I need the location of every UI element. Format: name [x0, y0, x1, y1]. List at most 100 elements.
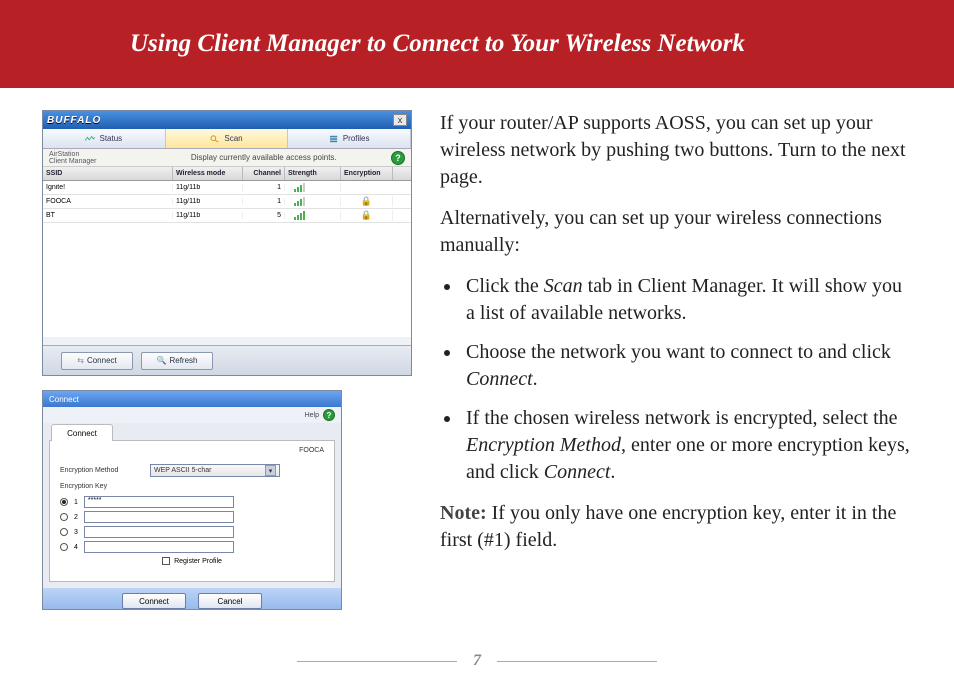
- encryption-key-label-row: Encryption Key: [60, 483, 324, 490]
- scan-term: Scan: [544, 275, 583, 297]
- cell-strength: [285, 183, 341, 192]
- refresh-button[interactable]: 🔍 Refresh: [141, 352, 213, 370]
- instruction-list: Click the Scan tab in Client Manager. It…: [440, 273, 912, 486]
- key-row: 4: [60, 541, 324, 553]
- list-item: Click the Scan tab in Client Manager. It…: [462, 273, 912, 327]
- encryption-method-term: Encryption Method: [466, 434, 621, 456]
- cell-strength: [285, 197, 341, 206]
- tab-connect[interactable]: Connect: [51, 424, 113, 441]
- table-row[interactable]: FOOCA 11g/11b 1 🔒: [43, 195, 411, 209]
- dialog-title: Connect: [49, 395, 335, 404]
- key-input[interactable]: [84, 541, 234, 553]
- connect-term: Connect: [544, 461, 611, 483]
- cell-mode: 11g/11b: [173, 198, 243, 205]
- tab-status[interactable]: Status: [43, 129, 166, 148]
- text: Click the: [466, 275, 544, 297]
- page-number: 7: [0, 652, 954, 670]
- key-number: 3: [74, 529, 78, 536]
- cell-mode: 11g/11b: [173, 212, 243, 219]
- cell-ssid: BT: [43, 212, 173, 219]
- register-profile-row: Register Profile: [60, 557, 324, 565]
- key-input[interactable]: *****: [84, 496, 234, 508]
- ssid-value: FOOCA: [60, 447, 324, 454]
- tab-scan[interactable]: Scan: [166, 129, 289, 148]
- key-list: 1 ***** 2 3 4: [60, 496, 324, 553]
- plug-icon: ⇆: [77, 356, 84, 365]
- product-name: AirStation: [49, 151, 96, 158]
- key-row: 1 *****: [60, 496, 324, 508]
- close-icon[interactable]: x: [393, 114, 407, 126]
- cell-channel: 1: [243, 198, 285, 205]
- register-checkbox[interactable]: [162, 557, 170, 565]
- cancel-button[interactable]: Cancel: [198, 593, 262, 609]
- description-text: Display currently available access point…: [136, 153, 391, 162]
- connect-term: Connect: [466, 368, 533, 390]
- tab-label: Scan: [224, 134, 242, 143]
- button-label: Refresh: [169, 356, 197, 365]
- connect-button[interactable]: ⇆ Connect: [61, 352, 133, 370]
- key-radio[interactable]: [60, 498, 68, 506]
- text: If the chosen wireless network is encryp…: [466, 407, 898, 429]
- cell-ssid: FOOCA: [43, 198, 173, 205]
- header-band: Using Client Manager to Connect to Your …: [0, 0, 954, 88]
- col-channel[interactable]: Channel: [243, 167, 285, 180]
- cell-mode: 11g/11b: [173, 184, 243, 191]
- encryption-method-select[interactable]: WEP ASCII 5-char ▾: [150, 464, 280, 477]
- paragraph: Alternatively, you can set up your wirel…: [440, 205, 912, 259]
- lock-icon: 🔒: [341, 196, 393, 207]
- key-input[interactable]: [84, 526, 234, 538]
- paragraph: If your router/AP supports AOSS, you can…: [440, 110, 912, 191]
- key-radio[interactable]: [60, 543, 68, 551]
- key-number: 2: [74, 514, 78, 521]
- sub-header: AirStation Client Manager Display curren…: [43, 149, 411, 167]
- encryption-key-label: Encryption Key: [60, 483, 150, 490]
- key-radio[interactable]: [60, 528, 68, 536]
- wave-icon: [85, 135, 95, 143]
- screenshots-column: BUFFALO x Status Scan Profiles: [42, 110, 412, 610]
- connect-button[interactable]: Connect: [122, 593, 186, 609]
- key-radio[interactable]: [60, 513, 68, 521]
- search-icon: 🔍: [157, 356, 167, 365]
- text: .: [533, 368, 538, 390]
- tab-bar: Status Scan Profiles: [43, 129, 411, 149]
- key-number: 1: [74, 499, 78, 506]
- select-value: WEP ASCII 5-char: [154, 467, 211, 474]
- table-body: Ignite! 11g/11b 1 FOOCA 11g/11b 1 🔒 BT 1…: [43, 181, 411, 337]
- brand-logo: BUFFALO: [47, 115, 393, 126]
- cell-channel: 1: [243, 184, 285, 191]
- cell-ssid: Ignite!: [43, 184, 173, 191]
- client-manager-screenshot: BUFFALO x Status Scan Profiles: [42, 110, 412, 376]
- key-row: 3: [60, 526, 324, 538]
- encryption-method-row: Encryption Method WEP ASCII 5-char ▾: [60, 464, 324, 477]
- help-bar: Help ?: [43, 407, 341, 423]
- cell-strength: [285, 211, 341, 220]
- key-input[interactable]: [84, 511, 234, 523]
- col-encryption[interactable]: Encryption: [341, 167, 393, 180]
- text: Choose the network you want to connect t…: [466, 341, 891, 363]
- col-ssid[interactable]: SSID: [43, 167, 173, 180]
- help-icon[interactable]: ?: [323, 409, 335, 421]
- key-number: 4: [74, 544, 78, 551]
- table-row[interactable]: Ignite! 11g/11b 1: [43, 181, 411, 195]
- dialog-footer: Connect Cancel: [43, 588, 341, 610]
- table-row[interactable]: BT 11g/11b 5 🔒: [43, 209, 411, 223]
- list-item: Choose the network you want to connect t…: [462, 339, 912, 393]
- help-icon[interactable]: ?: [391, 151, 405, 165]
- chevron-down-icon: ▾: [265, 465, 276, 476]
- product-line: AirStation Client Manager: [49, 151, 96, 165]
- tab-label: Profiles: [343, 134, 370, 143]
- product-sub: Client Manager: [49, 158, 96, 165]
- tab-profiles[interactable]: Profiles: [288, 129, 411, 148]
- button-label: Connect: [87, 356, 117, 365]
- dialog-panel: FOOCA Encryption Method WEP ASCII 5-char…: [49, 440, 335, 582]
- list-item: If the chosen wireless network is encryp…: [462, 405, 912, 486]
- key-row: 2: [60, 511, 324, 523]
- col-strength[interactable]: Strength: [285, 167, 341, 180]
- search-icon: [210, 135, 220, 143]
- lock-icon: 🔒: [341, 210, 393, 221]
- col-mode[interactable]: Wireless mode: [173, 167, 243, 180]
- text: .: [610, 461, 615, 483]
- note-text: If you only have one encryption key, ent…: [440, 502, 896, 551]
- connect-dialog-screenshot: Connect Help ? Connect FOOCA Encryption …: [42, 390, 342, 610]
- help-label: Help: [305, 412, 319, 419]
